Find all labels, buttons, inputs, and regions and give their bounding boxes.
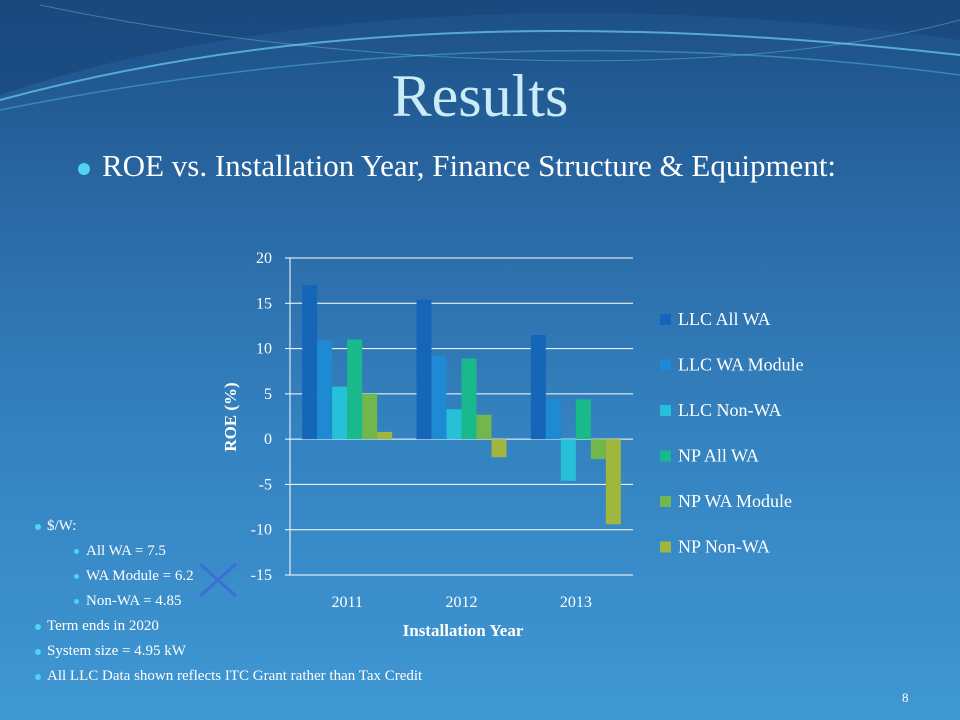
note-text: Term ends in 2020 (47, 618, 159, 634)
note-bullet-icon (35, 624, 41, 630)
y-tick-label: 10 (256, 341, 272, 358)
y-tick-label: -5 (259, 476, 272, 493)
legend-swatch (660, 314, 671, 325)
bar (416, 299, 432, 440)
note-item: All LLC Data shown reflects ITC Grant ra… (35, 668, 423, 685)
legend-label: LLC WA Module (678, 355, 804, 375)
legend-label: NP All WA (678, 446, 759, 466)
x-tick-label: 2012 (446, 594, 478, 611)
y-tick-label: -15 (251, 567, 272, 584)
legend-label: NP Non-WA (678, 537, 770, 557)
x-tick-label: 2011 (331, 594, 362, 611)
note-bullet-icon (35, 649, 41, 655)
bar (377, 431, 393, 440)
bar (605, 439, 621, 525)
note-item: $/W: (35, 518, 77, 535)
bar (461, 358, 477, 440)
legend-swatch (660, 405, 671, 416)
note-item: Term ends in 2020 (35, 618, 159, 635)
note-bullet-icon (35, 524, 41, 530)
note-bullet-icon (74, 599, 79, 604)
bar (575, 399, 591, 440)
bar (332, 386, 348, 440)
bar (362, 393, 378, 440)
x-tick-label: 2013 (560, 594, 592, 611)
legend-swatch (660, 541, 671, 553)
bar (347, 339, 363, 440)
legend-label: NP WA Module (678, 491, 792, 511)
bar (446, 409, 462, 440)
bar (476, 414, 492, 440)
bar (491, 439, 507, 458)
y-tick-label: -10 (251, 522, 272, 539)
legend-swatch (660, 359, 671, 371)
note-bullet-icon (74, 574, 79, 579)
note-item: All WA = 7.5 (74, 543, 166, 560)
bar (530, 334, 546, 440)
note-item: System size = 4.95 kW (35, 643, 186, 660)
bar (590, 439, 606, 460)
note-bullet-icon (74, 549, 79, 554)
legend-label: LLC Non-WA (678, 400, 781, 420)
slide-subtitle: ROE vs. Installation Year, Finance Struc… (102, 148, 837, 183)
y-axis-label: ROE (%) (221, 382, 240, 451)
decorative-swoosh (0, 0, 960, 111)
bar (545, 399, 561, 440)
note-text: All LLC Data shown reflects ITC Grant ra… (47, 668, 423, 684)
subtitle-bullet-icon (78, 163, 90, 175)
note-text: $/W: (47, 518, 77, 534)
legend-label: LLC All WA (678, 309, 771, 329)
bar (431, 355, 447, 440)
note-text: All WA = 7.5 (86, 543, 166, 559)
y-tick-label: 5 (264, 386, 272, 403)
note-bullet-icon (35, 674, 41, 680)
bar (302, 285, 318, 440)
y-tick-label: 20 (256, 250, 272, 267)
note-item: Non-WA = 4.85 (74, 593, 182, 610)
page-number: 8 (902, 690, 909, 705)
slide-title: Results (391, 63, 569, 129)
bar (560, 439, 576, 481)
x-mark-icon (199, 562, 237, 598)
legend-swatch (660, 450, 671, 462)
note-text: System size = 4.95 kW (47, 643, 186, 659)
y-tick-label: 15 (256, 295, 272, 312)
note-text: WA Module = 6.2 (86, 568, 194, 584)
x-axis-label: Installation Year (403, 621, 524, 640)
note-item: WA Module = 6.2 (74, 568, 194, 585)
legend-swatch (660, 496, 671, 507)
bar (317, 340, 333, 440)
y-tick-label: 0 (264, 431, 272, 448)
note-text: Non-WA = 4.85 (86, 593, 182, 609)
